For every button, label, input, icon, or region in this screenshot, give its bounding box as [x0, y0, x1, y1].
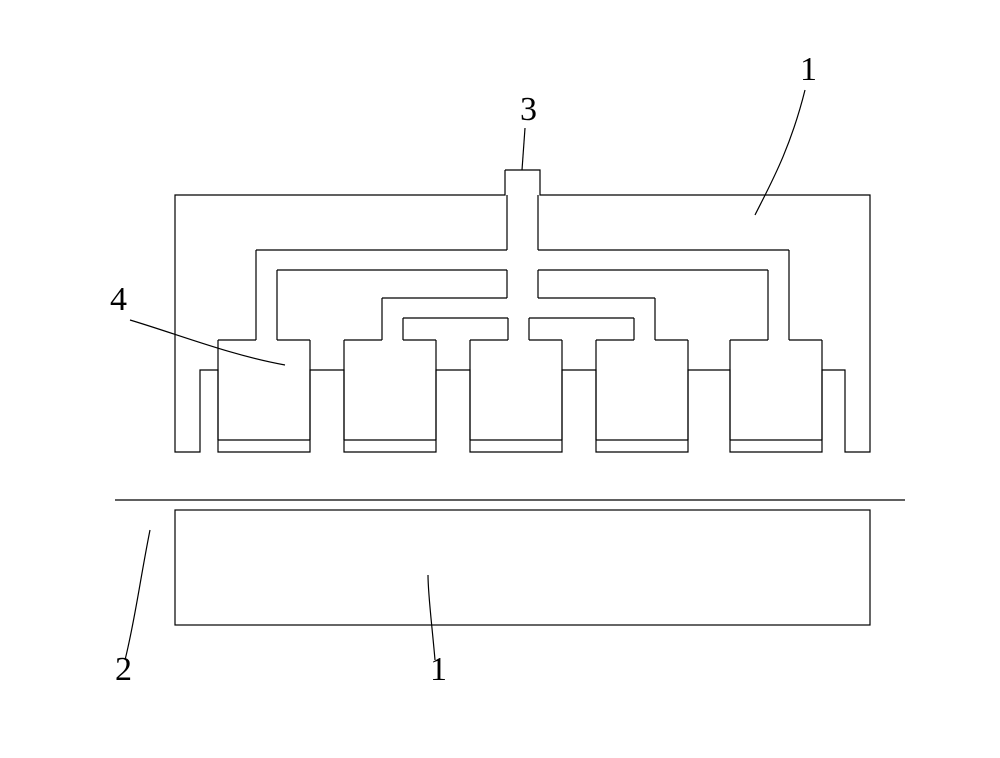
leader-l2: [125, 530, 150, 660]
labels.l4.text: 4: [110, 281, 127, 318]
labels.l2.text: 2: [115, 651, 132, 688]
upper-mold-outer: [175, 170, 870, 452]
labels.l1a.text: 1: [800, 51, 817, 88]
leader-l3: [522, 128, 525, 170]
leader-l1b: [428, 575, 435, 660]
labels.l3.text: 3: [520, 91, 537, 128]
leader-l4: [130, 320, 285, 365]
lower-mold: [175, 510, 870, 625]
leader-l1a: [755, 90, 805, 215]
labels.l1b.text: 1: [430, 651, 447, 688]
